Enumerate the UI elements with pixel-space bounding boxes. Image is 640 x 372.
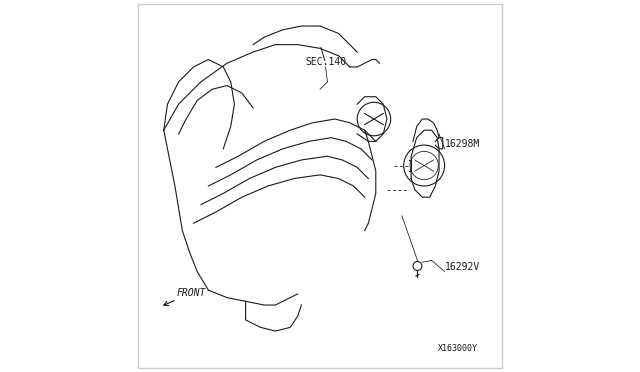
Text: X163000Y: X163000Y <box>438 344 477 353</box>
Text: FRONT: FRONT <box>177 288 206 298</box>
Text: SEC.140: SEC.140 <box>305 57 346 67</box>
Text: 16298M: 16298M <box>445 139 480 149</box>
Text: 16292V: 16292V <box>445 262 480 272</box>
